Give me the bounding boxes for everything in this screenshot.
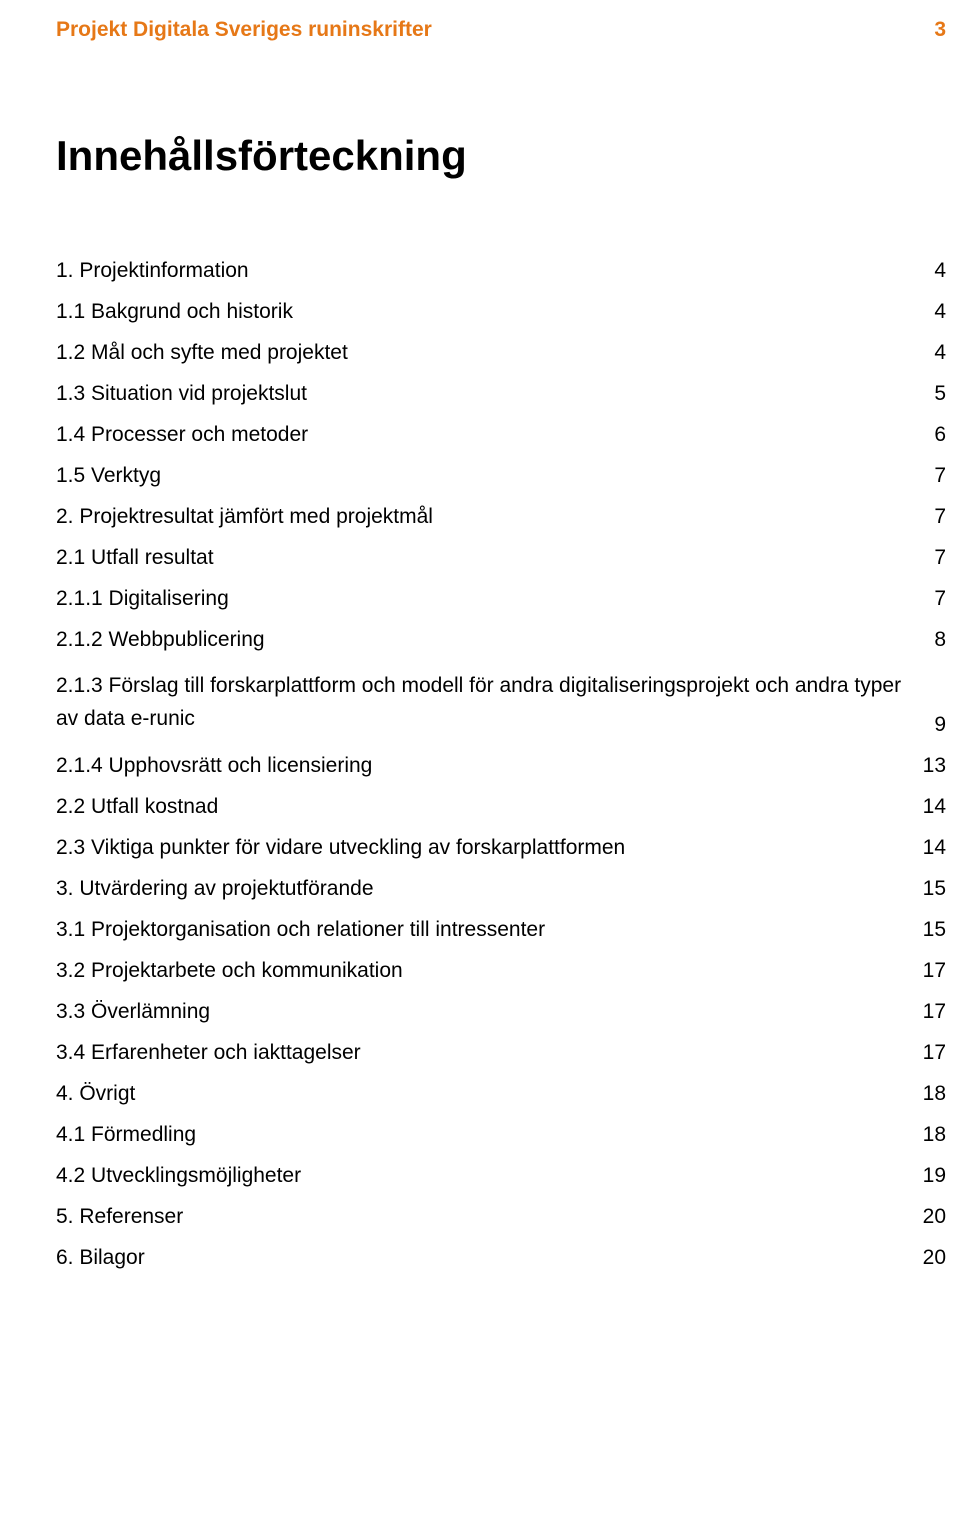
toc-entry-page: 17 xyxy=(923,1001,946,1022)
toc-entry-label: 2. Projektresultat jämfört med projektmå… xyxy=(56,506,934,527)
toc-row: 3.4 Erfarenheter och iakttagelser17 xyxy=(56,1042,946,1063)
toc-entry-label: 2.2 Utfall kostnad xyxy=(56,796,923,817)
toc-entry-page: 20 xyxy=(923,1247,946,1268)
toc-heading: Innehållsförteckning xyxy=(56,132,948,180)
toc-entry-label: 1.5 Verktyg xyxy=(56,465,934,486)
toc-entry-label: 5. Referenser xyxy=(56,1206,923,1227)
toc-entry-label: 2.1.2 Webbpublicering xyxy=(56,629,934,650)
toc-row: 2.1.4 Upphovsrätt och licensiering13 xyxy=(56,755,946,776)
toc-entry-page: 4 xyxy=(934,260,946,281)
toc-entry-page: 15 xyxy=(923,878,946,899)
toc-entry-page: 18 xyxy=(923,1124,946,1145)
toc-entry-label: 3.1 Projektorganisation och relationer t… xyxy=(56,919,923,940)
toc-entry-label: 4.2 Utvecklingsmöjligheter xyxy=(56,1165,923,1186)
toc-entry-label: 2.1 Utfall resultat xyxy=(56,547,934,568)
toc-entry-label: 6. Bilagor xyxy=(56,1247,923,1268)
toc-entry-label: 3. Utvärdering av projektutförande xyxy=(56,878,923,899)
toc-row: 2.2 Utfall kostnad14 xyxy=(56,796,946,817)
toc-row: 4.2 Utvecklingsmöjligheter19 xyxy=(56,1165,946,1186)
toc-row: 1.1 Bakgrund och historik4 xyxy=(56,301,946,322)
toc-entry-label: 3.2 Projektarbete och kommunikation xyxy=(56,960,923,981)
toc-row: 1.2 Mål och syfte med projektet4 xyxy=(56,342,946,363)
toc-entry-page: 14 xyxy=(923,837,946,858)
toc-entry-label: 1.3 Situation vid projektslut xyxy=(56,383,934,404)
header-row: Projekt Digitala Sveriges runinskrifter … xyxy=(56,18,948,42)
toc-entry-page: 13 xyxy=(923,755,946,776)
toc-entry-label: 2.1.4 Upphovsrätt och licensiering xyxy=(56,755,923,776)
toc-entry-label: 1.4 Processer och metoder xyxy=(56,424,934,445)
page: Projekt Digitala Sveriges runinskrifter … xyxy=(0,0,960,1537)
toc-row: 2.3 Viktiga punkter för vidare utvecklin… xyxy=(56,837,946,858)
toc-row: 2.1.3 Förslag till forskarplattform och … xyxy=(56,670,946,735)
toc-entry-page: 5 xyxy=(934,383,946,404)
header-page-number: 3 xyxy=(934,18,948,42)
toc-row: 2.1 Utfall resultat7 xyxy=(56,547,946,568)
toc-entry-page: 19 xyxy=(923,1165,946,1186)
header-title: Projekt Digitala Sveriges runinskrifter xyxy=(56,18,432,42)
toc-row: 1.5 Verktyg7 xyxy=(56,465,946,486)
toc-row: 3.1 Projektorganisation och relationer t… xyxy=(56,919,946,940)
toc-row: 1.3 Situation vid projektslut5 xyxy=(56,383,946,404)
toc-row: 2.1.1 Digitalisering7 xyxy=(56,588,946,609)
toc-entry-page: 14 xyxy=(923,796,946,817)
toc-entry-page: 7 xyxy=(934,465,946,486)
toc-entry-page: 18 xyxy=(923,1083,946,1104)
toc-row: 2. Projektresultat jämfört med projektmå… xyxy=(56,506,946,527)
toc-row: 3.2 Projektarbete och kommunikation17 xyxy=(56,960,946,981)
toc-row: 5. Referenser20 xyxy=(56,1206,946,1227)
toc-row: 4.1 Förmedling18 xyxy=(56,1124,946,1145)
toc-entry-label: 1.2 Mål och syfte med projektet xyxy=(56,342,934,363)
toc-entry-page: 15 xyxy=(923,919,946,940)
toc-entry-label: 3.3 Överlämning xyxy=(56,1001,923,1022)
toc-row: 3. Utvärdering av projektutförande15 xyxy=(56,878,946,899)
toc-row: 6. Bilagor20 xyxy=(56,1247,946,1268)
toc-row: 4. Övrigt18 xyxy=(56,1083,946,1104)
toc-entry-page: 17 xyxy=(923,960,946,981)
toc-entry-page: 6 xyxy=(934,424,946,445)
toc-entry-label: 2.3 Viktiga punkter för vidare utvecklin… xyxy=(56,837,923,858)
toc-row: 2.1.2 Webbpublicering8 xyxy=(56,629,946,650)
toc-entry-page: 8 xyxy=(934,629,946,650)
toc-entry-page: 7 xyxy=(934,588,946,609)
toc-row: 3.3 Överlämning17 xyxy=(56,1001,946,1022)
toc-entry-page: 4 xyxy=(934,301,946,322)
toc-entry-label: 2.1.3 Förslag till forskarplattform och … xyxy=(56,670,934,735)
toc-entry-label: 1. Projektinformation xyxy=(56,260,934,281)
toc: 1. Projektinformation41.1 Bakgrund och h… xyxy=(56,260,948,1268)
toc-entry-page: 7 xyxy=(934,547,946,568)
toc-entry-label: 3.4 Erfarenheter och iakttagelser xyxy=(56,1042,923,1063)
toc-entry-label: 4. Övrigt xyxy=(56,1083,923,1104)
toc-entry-label: 1.1 Bakgrund och historik xyxy=(56,301,934,322)
toc-entry-page: 17 xyxy=(923,1042,946,1063)
toc-entry-label: 4.1 Förmedling xyxy=(56,1124,923,1145)
toc-entry-page: 9 xyxy=(934,714,946,735)
toc-row: 1.4 Processer och metoder6 xyxy=(56,424,946,445)
toc-row: 1. Projektinformation4 xyxy=(56,260,946,281)
toc-entry-page: 20 xyxy=(923,1206,946,1227)
toc-entry-page: 4 xyxy=(934,342,946,363)
toc-entry-page: 7 xyxy=(934,506,946,527)
toc-entry-label: 2.1.1 Digitalisering xyxy=(56,588,934,609)
